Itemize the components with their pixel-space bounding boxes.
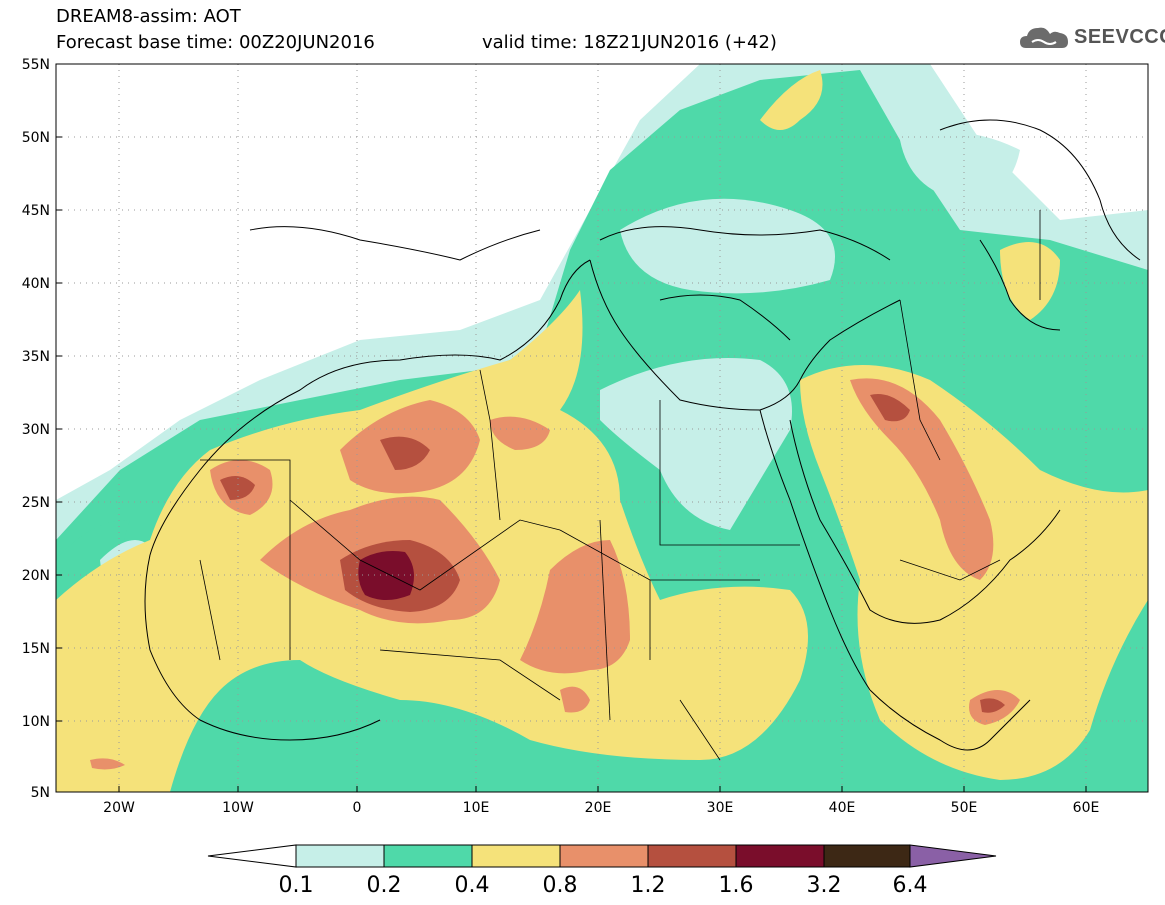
colorbar-swatch — [383, 844, 473, 868]
colorbar-swatch — [559, 844, 649, 868]
colorbar-label: 1.6 — [719, 873, 754, 898]
colorbar-swatch — [647, 844, 737, 868]
colorbar-swatch — [823, 844, 911, 868]
aot-band-0.8-east — [490, 416, 550, 450]
lat-label: 10N — [22, 714, 50, 730]
aot-band-1.2-arabia — [870, 394, 910, 422]
lon-label: 40E — [829, 800, 856, 816]
latitude-labels: 55N 50N 45N 40N 35N 30N 25N 20N 15N 10N … — [22, 57, 50, 801]
lon-label: 20W — [103, 800, 135, 816]
lon-label: 30E — [707, 800, 734, 816]
country-borders — [199, 210, 1041, 761]
longitude-labels: 20W 10W 0 10E 20E 30E 40E 50E 60E — [103, 800, 1099, 816]
lat-label: 50N — [22, 130, 50, 146]
aot-field — [56, 64, 1148, 792]
colorbar-swatch — [295, 844, 385, 868]
cloud-icon — [1020, 27, 1068, 48]
colorbar-swatch — [735, 844, 825, 868]
lon-label: 50E — [951, 800, 978, 816]
lon-label: 60E — [1073, 800, 1100, 816]
colorbar — [207, 844, 997, 868]
lat-label: 55N — [22, 57, 50, 73]
lat-label: 45N — [22, 203, 50, 219]
colorbar-label: 0.8 — [543, 873, 578, 898]
map-title: DREAM8-assim: AOT — [56, 6, 241, 27]
aot-band-1.2-north — [380, 436, 430, 470]
logo-text: SEEVCCC — [1074, 26, 1165, 48]
lat-label: 35N — [22, 349, 50, 365]
lat-label: 40N — [22, 276, 50, 292]
colorbar-label: 0.1 — [279, 873, 314, 898]
aot-band-1.2-somalia — [980, 698, 1005, 713]
aot-band-0.8-gulf — [90, 758, 125, 770]
coastlines — [144, 119, 1141, 751]
ticks — [56, 63, 1087, 793]
lat-label: 5N — [31, 785, 50, 801]
lon-label: 0 — [353, 800, 362, 816]
lon-label: 10E — [463, 800, 490, 816]
map-frame — [55, 63, 1149, 793]
lon-label: 20E — [585, 800, 612, 816]
colorbar-labels: 0.1 0.2 0.4 0.8 1.2 1.6 3.2 6.4 — [279, 873, 928, 898]
aot-band-0.8-arabia — [850, 378, 994, 580]
valid-time: valid time: 18Z21JUN2016 (+42) — [482, 32, 777, 53]
aot-band-0.1-black-sea — [620, 198, 835, 294]
aot-band-1.2-west — [220, 476, 255, 500]
colorbar-label: 1.2 — [631, 873, 666, 898]
seevccc-logo: SEEVCCC — [1018, 22, 1165, 56]
aot-band-0.8-south — [560, 686, 590, 713]
aot-band-0.4-ukraine — [760, 70, 823, 130]
colorbar-label: 3.2 — [807, 873, 842, 898]
lat-label: 15N — [22, 641, 50, 657]
lat-label: 30N — [22, 422, 50, 438]
graticule — [56, 64, 1148, 792]
aot-band-0.1-egypt — [600, 358, 792, 530]
colorbar-label: 0.4 — [455, 873, 490, 898]
lon-label: 10W — [222, 800, 254, 816]
lat-label: 25N — [22, 495, 50, 511]
lat-label: 20N — [22, 568, 50, 584]
colorbar-swatch — [471, 844, 561, 868]
aot-band-0.4-caspian — [1000, 242, 1060, 320]
colorbar-label: 6.4 — [893, 873, 928, 898]
colorbar-label: 0.2 — [367, 873, 402, 898]
colorbar-low-arrow — [207, 844, 297, 868]
forecast-base-time: Forecast base time: 00Z20JUN2016 — [56, 32, 375, 53]
colorbar-high-arrow — [909, 844, 997, 868]
aot-band-0.1-caspian — [900, 132, 1020, 200]
